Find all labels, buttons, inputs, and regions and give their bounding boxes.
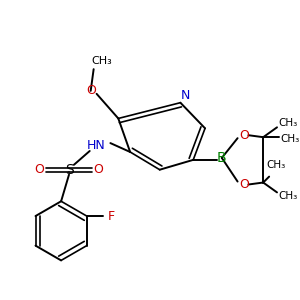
Text: CH₃: CH₃ <box>278 118 298 128</box>
Text: O: O <box>239 129 249 142</box>
Text: O: O <box>94 163 103 176</box>
Text: O: O <box>34 163 44 176</box>
Text: N: N <box>181 89 190 102</box>
Text: CH₃: CH₃ <box>266 160 286 170</box>
Text: F: F <box>108 209 115 223</box>
Text: HN: HN <box>87 139 106 152</box>
Text: O: O <box>86 84 96 98</box>
Text: B: B <box>217 151 226 165</box>
Text: CH₃: CH₃ <box>91 56 112 66</box>
Text: CH₃: CH₃ <box>280 134 299 144</box>
Text: CH₃: CH₃ <box>278 191 298 201</box>
Text: O: O <box>239 178 249 191</box>
Text: S: S <box>64 163 74 177</box>
